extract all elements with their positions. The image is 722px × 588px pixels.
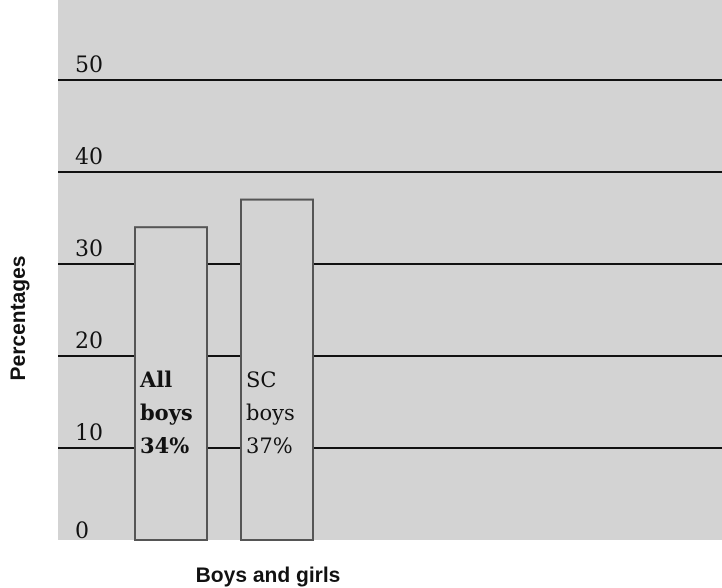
y-tick-label: 40 — [75, 145, 103, 170]
bar-data-label: 37% — [246, 434, 293, 458]
y-tick-label: 0 — [75, 519, 89, 544]
bar-data-label: boys — [140, 400, 193, 425]
x-axis-label: Boys and girls — [196, 564, 341, 587]
bars — [134, 198, 314, 541]
bar-data-label: boys — [246, 401, 295, 425]
y-tick-label: 30 — [75, 237, 103, 262]
y-tick-label: 10 — [75, 421, 103, 446]
bar-labels: All boys 34% SC boys 37% — [139, 367, 295, 458]
bar-data-label: 34% — [140, 433, 189, 458]
y-tick-label: 50 — [75, 53, 103, 78]
y-axis-label: Percentages — [7, 256, 30, 381]
bar-sc-boys — [240, 198, 314, 541]
y-tick-labels: 0 10 20 30 40 50 — [75, 53, 103, 544]
bar-data-label: SC — [246, 368, 276, 392]
bar-data-label: All — [139, 367, 172, 392]
y-tick-label: 20 — [75, 329, 103, 354]
bar-all-boys — [134, 226, 208, 541]
